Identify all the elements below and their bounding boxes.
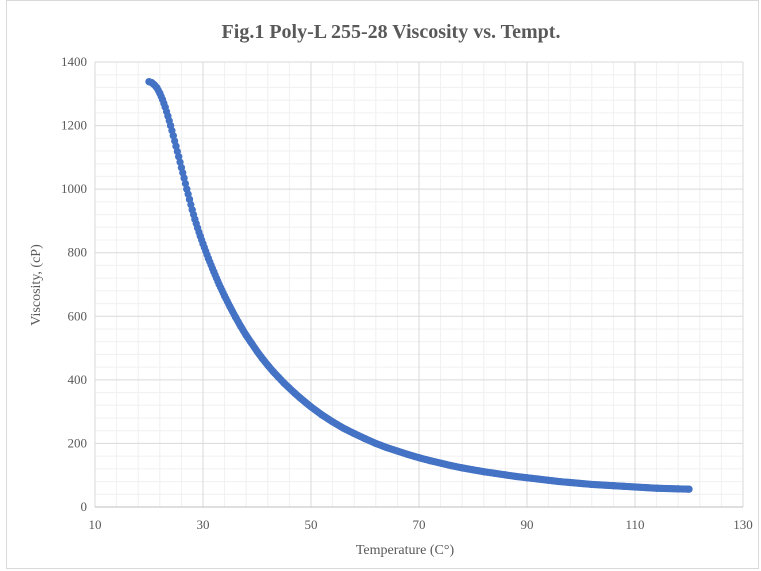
y-tick-label: 1200: [61, 118, 87, 133]
y-tick-label: 200: [68, 435, 88, 450]
data-point-fill: [685, 485, 693, 493]
y-axis-label: Viscosity, (cP): [29, 244, 44, 326]
x-tick-label: 90: [521, 517, 534, 532]
chart-svg: Fig.1 Poly-L 255-28 Viscosity vs. Tempt.…: [29, 21, 753, 558]
major-grid: [94, 61, 744, 507]
data-point-fill: [181, 179, 190, 188]
y-tick-label: 0: [81, 499, 88, 514]
chart-frame: Fig.1 Poly-L 255-28 Viscosity vs. Tempt.…: [6, 0, 759, 569]
y-tick-labels: 0 200 400 600 800 1000 1200 1400: [61, 54, 87, 514]
data-point-fill: [180, 174, 188, 182]
x-axis-label: Temperature (C°): [356, 543, 455, 558]
y-tick-label: 1000: [61, 181, 87, 196]
data-point-fill: [176, 158, 184, 166]
x-tick-label: 110: [625, 517, 644, 532]
x-tick-label: 70: [413, 517, 426, 532]
x-tick-label: 10: [89, 517, 102, 532]
y-tick-label: 1400: [61, 54, 87, 69]
y-tick-label: 400: [68, 372, 88, 387]
x-tick-label: 130: [733, 517, 753, 532]
y-tick-label: 800: [68, 245, 88, 260]
x-tick-labels: 10 30 50 70 90 110 130: [89, 517, 753, 532]
x-tick-label: 30: [197, 517, 210, 532]
chart-title: Fig.1 Poly-L 255-28 Viscosity vs. Tempt.: [222, 21, 561, 43]
x-tick-label: 50: [305, 517, 318, 532]
data-point-fill: [175, 153, 183, 161]
y-tick-label: 600: [68, 308, 88, 323]
data-series: [145, 78, 693, 493]
